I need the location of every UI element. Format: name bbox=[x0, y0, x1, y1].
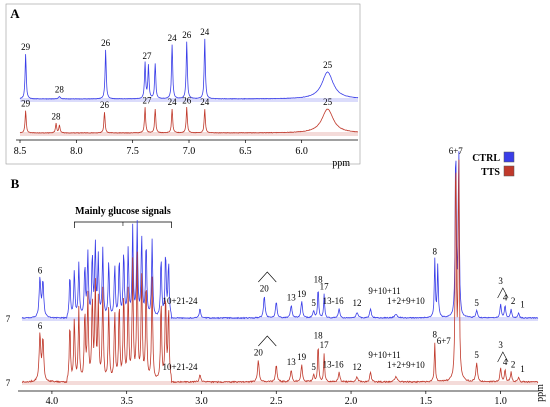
panel-b-trace-0 bbox=[21, 151, 539, 320]
panel-a-tick-label-1: 8.0 bbox=[70, 146, 83, 157]
legend-label-1: TTS bbox=[481, 167, 500, 178]
panel-a-peak-label-1-1: 28 bbox=[52, 111, 62, 121]
panel-a-label: A bbox=[10, 6, 20, 21]
panel-b-spectra: B CTRL TTS Mainly glucose signals 7 6 10+21-24… bbox=[6, 146, 546, 407]
panel-a-peak-label-1-8: 24 bbox=[200, 97, 210, 107]
panel-a-peak-label-0-6: 24 bbox=[168, 33, 178, 43]
panel-b-peak-label-0-3: 20 bbox=[260, 283, 270, 293]
panel-b-x-label: ppm bbox=[535, 384, 546, 402]
panel-b-peak-label-0-20: 4 bbox=[503, 292, 508, 302]
panel-a-tick-label-0: 8.5 bbox=[14, 146, 27, 157]
panel-b-peak-label-0-21: 2 bbox=[511, 296, 516, 306]
bracket-3-1 bbox=[497, 351, 509, 363]
bracket-20-0 bbox=[258, 271, 277, 283]
panel-b-peak-label-1-15: 6+7 bbox=[437, 336, 452, 346]
panel-b-tick-label-2: 3.0 bbox=[195, 396, 208, 407]
panel-b-trace-1 bbox=[21, 159, 539, 384]
panel-b-peak-label-0-8: 18 bbox=[314, 274, 324, 284]
panel-b-tick-label-5: 1.5 bbox=[420, 396, 433, 407]
panel-a-trace-1 bbox=[19, 106, 359, 134]
panel-a-x-label: ppm bbox=[332, 158, 350, 169]
panel-b-peak-label-1-12: 9+10+11 bbox=[368, 350, 400, 360]
panel-b-peak-label-1-3: 20 bbox=[254, 347, 264, 357]
panel-a-peak-label-0-2: 26 bbox=[101, 38, 111, 48]
panel-a-tick-label-5: 6.0 bbox=[295, 146, 308, 157]
panel-b-peak-label-0-14: 8 bbox=[433, 246, 438, 256]
panel-b-peak-label-0-7: 5 bbox=[311, 298, 316, 308]
panel-b-peak-label-0-6: 19 bbox=[297, 289, 307, 299]
panel-a-peak-label-1-7: 26 bbox=[182, 95, 192, 105]
panel-b-tick-label-0: 4.0 bbox=[46, 396, 59, 407]
panel-a-peak-label-0-1: 28 bbox=[55, 85, 65, 95]
legend-swatch-0 bbox=[503, 151, 515, 163]
panel-a-tick-label-4: 6.5 bbox=[239, 146, 252, 157]
panel-b-peak-label-1-8: 18 bbox=[314, 331, 324, 341]
panel-b-tick-label-1: 3.5 bbox=[120, 396, 133, 407]
panel-a-peak-label-0-0: 29 bbox=[21, 42, 31, 52]
panel-a-peak-label-1-0: 29 bbox=[21, 99, 31, 109]
panel-a-trace-0 bbox=[19, 38, 359, 100]
panel-b-peak-label-1-18: 3 bbox=[498, 340, 503, 350]
panel-a-spectra: A 29 28 26 27 24 26 24 25 29 28 26 27 24 26 24 25 8.5 8.0 7… bbox=[5, 3, 361, 169]
legend-swatch-1 bbox=[503, 165, 515, 177]
panel-b-peak-label-1-2: 10+21-24 bbox=[162, 362, 198, 372]
panel-a-peak-label-1-6: 24 bbox=[168, 97, 178, 107]
panel-b-peak-label-0-0: 6 bbox=[38, 265, 43, 275]
panel-b-side-label-1: 7 bbox=[6, 378, 11, 388]
panel-b-peak-label-1-14: 8 bbox=[433, 330, 438, 340]
panel-b-peak-label-1-13: 1+2+9+10 bbox=[387, 360, 425, 370]
panel-a-peak-label-1-4: 27 bbox=[143, 95, 153, 105]
legend-label-0: CTRL bbox=[472, 153, 500, 164]
panel-b-label: B bbox=[11, 176, 20, 191]
panel-a-peak-label-0-3: 27 bbox=[143, 51, 153, 61]
panel-b-peak-label-1-7: 5 bbox=[311, 362, 316, 372]
panel-b-peak-label-1-19: 4 bbox=[503, 357, 508, 367]
panel-b-peak-label-0-5: 13 bbox=[287, 292, 297, 302]
panel-a-tick-label-3: 7.0 bbox=[183, 146, 196, 157]
panel-a-peak-label-1-3: 26 bbox=[100, 100, 110, 110]
panel-b-peak-label-1-9: 17 bbox=[320, 340, 330, 350]
panel-b-peak-label-0-9: 17 bbox=[320, 282, 330, 292]
panel-b-peak-label-1-5: 13 bbox=[287, 357, 297, 367]
panel-a-peak-label-0-7: 26 bbox=[182, 30, 192, 40]
bracket-20-1 bbox=[258, 335, 277, 347]
bracket-3-0 bbox=[497, 287, 509, 299]
annotation-text: Mainly glucose signals bbox=[75, 206, 171, 217]
panel-b-peak-label-0-18: 5 bbox=[474, 298, 479, 308]
panel-b-peak-label-1-10: 13-16 bbox=[323, 359, 344, 369]
panel-a-tick-label-2: 7.5 bbox=[126, 146, 139, 157]
panel-b-peak-label-1-20: 2 bbox=[511, 359, 516, 369]
panel-b-peak-label-1-11: 12 bbox=[353, 362, 362, 372]
panel-a-frame bbox=[5, 3, 361, 165]
panel-b-tick-label-3: 2.5 bbox=[270, 396, 283, 407]
panel-b-peak-label-0-16: 6+7 bbox=[449, 146, 464, 156]
panel-b-tick-label-4: 2.0 bbox=[345, 396, 358, 407]
panel-b-peak-label-0-19: 3 bbox=[498, 276, 503, 286]
panel-b-side-label-0: 7 bbox=[6, 314, 11, 324]
panel-b-peak-label-0-22: 1 bbox=[520, 300, 525, 310]
panel-a-peak-label-0-9: 25 bbox=[323, 60, 333, 70]
panel-b-peak-label-0-2: 10+21-24 bbox=[162, 296, 198, 306]
panel-b-peak-label-1-21: 1 bbox=[520, 364, 525, 374]
panel-a-peak-label-0-8: 24 bbox=[200, 27, 210, 37]
panel-b-peak-label-1-0: 6 bbox=[38, 321, 43, 331]
panel-b-peak-label-0-12: 9+10+11 bbox=[368, 286, 400, 296]
panel-b-peak-label-0-10: 13-16 bbox=[323, 296, 344, 306]
panel-b-peak-label-1-17: 5 bbox=[474, 350, 479, 360]
panel-a-peak-label-1-9: 25 bbox=[323, 97, 333, 107]
panel-b-peak-label-1-6: 19 bbox=[297, 352, 307, 362]
panel-b-peak-label-0-13: 1+2+9+10 bbox=[387, 296, 425, 306]
panel-b-tick-label-6: 1.0 bbox=[494, 396, 507, 407]
panel-b-peak-label-0-11: 12 bbox=[353, 298, 362, 308]
